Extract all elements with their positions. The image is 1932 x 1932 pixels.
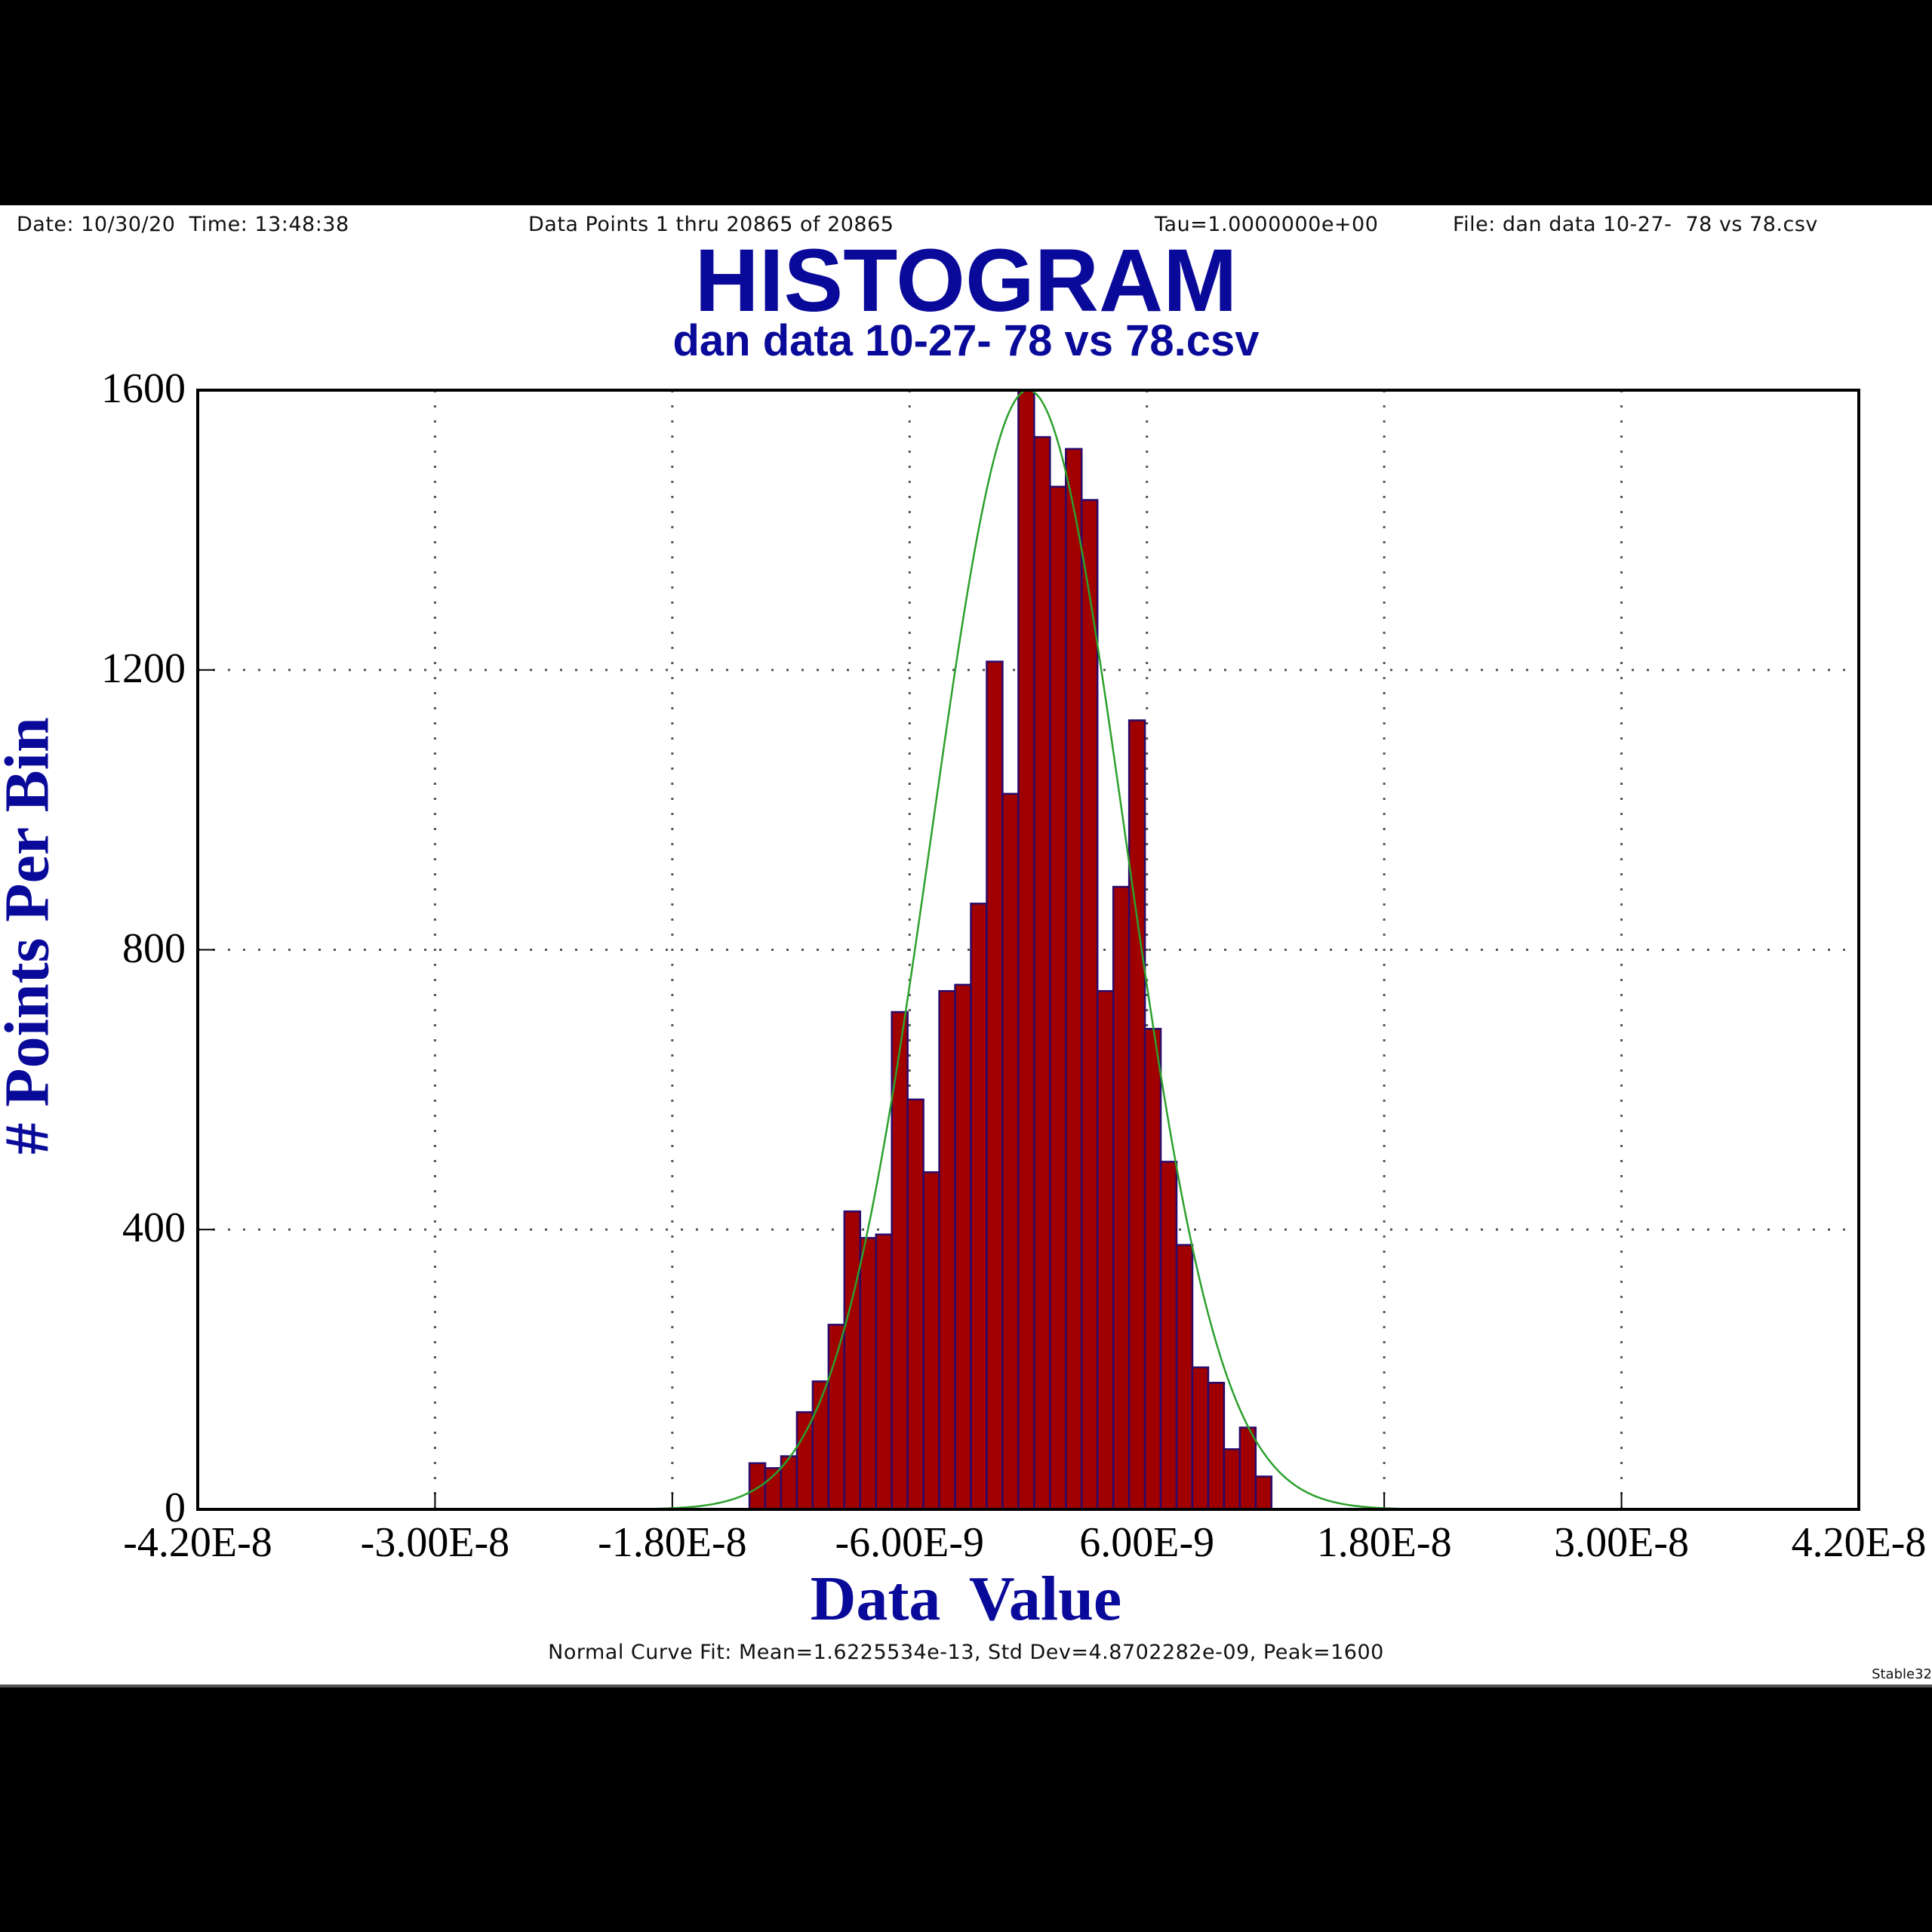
x-tick-label: -1.80E-8 [598,1519,747,1566]
x-tick-label: 3.00E-8 [1554,1519,1689,1566]
histogram-bar [1017,389,1035,1511]
x-tick-label: 4.20E-8 [1791,1519,1927,1566]
file-label: File: dan data 10-27- 78 vs 78.csv [1453,213,1818,236]
histogram-bar [1049,485,1067,1511]
chart-subtitle: dan data 10-27- 78 vs 78.csv [672,316,1260,365]
x-tick-label: -4.20E-8 [123,1519,272,1566]
histogram-bar [986,660,1004,1511]
y-tick-label: 1600 [101,365,186,412]
data-points-label: Data Points 1 thru 20865 of 20865 [528,213,894,236]
histogram-bar [1223,1448,1241,1511]
normal-fit-label: Normal Curve Fit: Mean=1.6225534e-13, St… [548,1641,1384,1664]
y-tick-label: 400 [122,1204,186,1252]
histogram-bar [1238,1426,1257,1511]
tau-label: Tau=1.0000000e+00 [1155,213,1379,236]
histogram-bar [1128,719,1146,1511]
histogram-bar [1207,1381,1226,1511]
plot-frame [196,389,1860,1511]
histogram-bar [795,1411,814,1511]
histogram-bar [843,1210,862,1511]
histogram-bar [1001,792,1020,1511]
histogram-bar [1175,1244,1194,1511]
x-tick-label: -3.00E-8 [360,1519,510,1566]
brand-label: Stable32 [1872,1666,1932,1682]
x-tick-label: 6.00E-9 [1079,1519,1215,1566]
histogram-bar [748,1462,767,1511]
y-tick-label: 0 [165,1484,186,1531]
histogram-bar [906,1098,924,1511]
histogram-bar [938,989,956,1511]
date-time-label: Date: 10/30/20 Time: 13:48:38 [17,213,349,236]
histogram-bar [1143,1027,1162,1511]
histogram-bar [1033,435,1051,1511]
histogram-bar [922,1171,940,1511]
y-tick-label: 1200 [101,645,186,692]
chart-title: HISTOGRAM [694,231,1238,331]
histogram-bar [954,983,972,1511]
histogram-bar [859,1237,877,1511]
histogram-bar [1191,1366,1210,1511]
histogram-bar [1112,885,1131,1511]
x-tick-label: -6.00E-9 [835,1519,985,1566]
histogram-bar [764,1467,783,1511]
histogram-bar [1254,1475,1273,1511]
histogram-bar [1096,989,1115,1511]
histogram-bar [1065,448,1083,1511]
histogram-bar [970,903,988,1511]
x-tick-label: 1.80E-8 [1316,1519,1452,1566]
y-axis-label: # Points Per Bin [0,717,63,1154]
y-tick-label: 800 [122,924,186,972]
histogram-bar [1080,499,1099,1511]
x-axis-label: Data Value [810,1564,1122,1634]
histogram-bar [1159,1161,1178,1511]
histogram-bar [875,1233,893,1511]
